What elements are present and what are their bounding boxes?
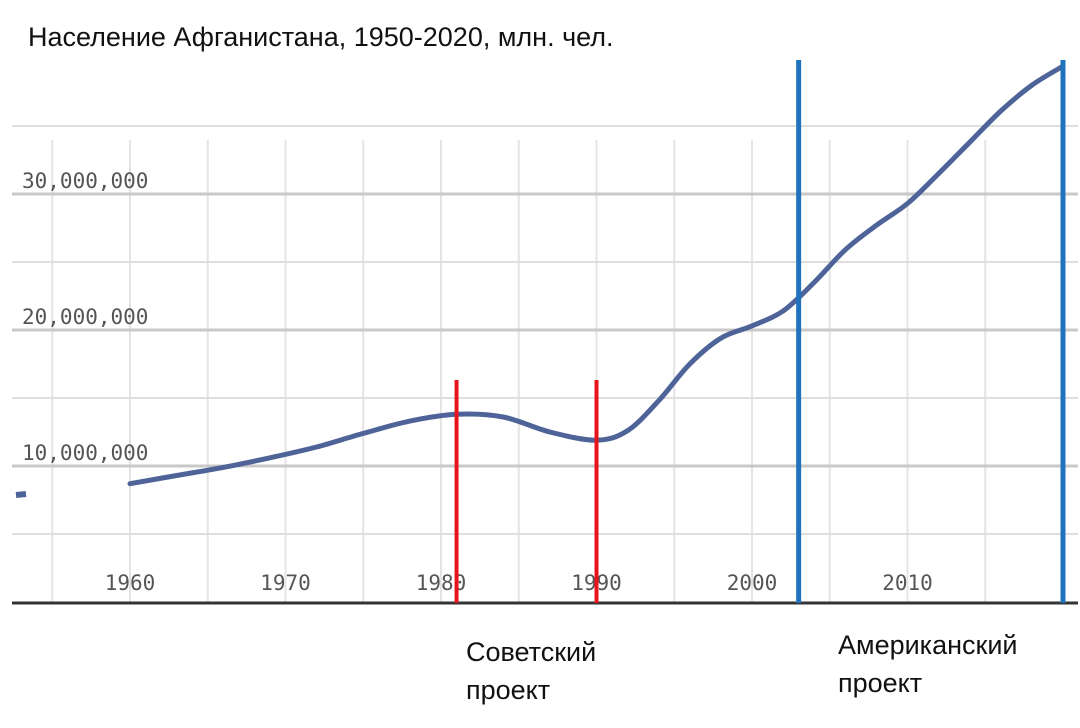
- x-tick-label: 1970: [260, 571, 311, 595]
- annotation-american-line-2: проект: [838, 668, 923, 698]
- series-group: [15, 63, 1066, 498]
- y-tick-label: 20,000,000: [22, 305, 148, 329]
- chart-title: Население Афганистана, 1950-2020, млн. ч…: [28, 22, 614, 52]
- y-axis: 10,000,000 20,000,000 30,000,000: [22, 169, 148, 465]
- x-tick-label: 1960: [105, 571, 156, 595]
- annotation-soviet-project: Советский проект: [466, 633, 726, 709]
- grid: [12, 125, 1078, 603]
- series-line: [127, 63, 1066, 487]
- x-tick-label: 2000: [727, 571, 778, 595]
- x-tick-label: 1980: [416, 571, 467, 595]
- annotation-american-line-1: Американский: [838, 630, 1018, 660]
- annotation-american-project: Американский проект: [838, 626, 1080, 702]
- series-stub: [15, 491, 27, 498]
- x-tick-label: 2010: [882, 571, 933, 595]
- annotation-soviet-line-2: проект: [466, 675, 551, 705]
- marker-lines: [454, 60, 1066, 603]
- y-tick-label: 10,000,000: [22, 441, 148, 465]
- annotation-soviet-line-1: Советский: [466, 637, 597, 667]
- y-tick-label: 30,000,000: [22, 169, 148, 193]
